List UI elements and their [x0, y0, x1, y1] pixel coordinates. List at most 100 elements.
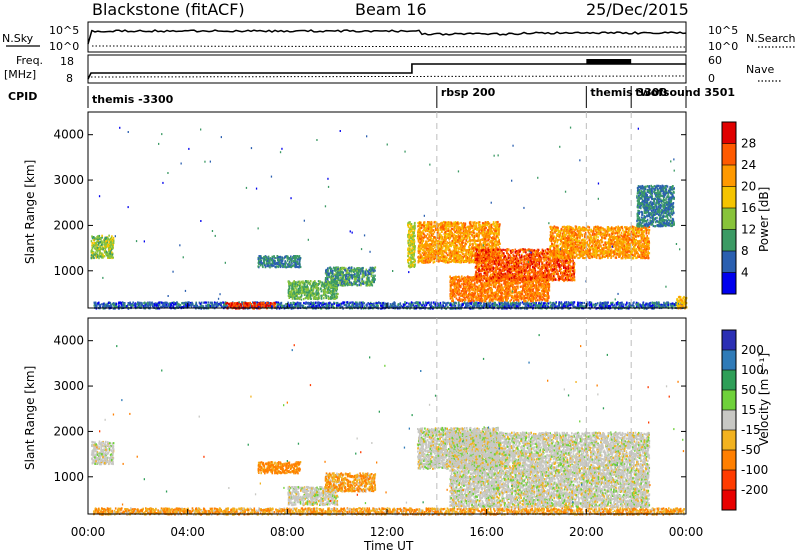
power-data-cell — [347, 301, 349, 303]
power-data-cell — [298, 290, 300, 292]
power-data-cell — [99, 304, 101, 306]
power-data-cell — [326, 305, 328, 307]
power-data-cell — [129, 303, 131, 305]
power-data-cell — [373, 303, 375, 305]
power-data-cell — [269, 266, 271, 268]
power-data-cell — [368, 269, 370, 271]
power-data-cell — [456, 302, 458, 304]
power-data-cell — [99, 251, 101, 253]
power-data-cell — [344, 269, 346, 271]
power-data-cell — [266, 304, 268, 306]
power-data-cell — [546, 303, 548, 305]
power-data-cell — [408, 231, 410, 233]
power-data-cell — [113, 302, 115, 304]
power-data-cell — [353, 281, 355, 283]
power-data-cell — [307, 302, 309, 304]
power-data-cell — [438, 303, 440, 305]
power-data-cell — [334, 303, 336, 305]
power-data-cell — [414, 228, 416, 230]
power-data-cell — [364, 282, 366, 284]
power-data-cell — [101, 252, 103, 254]
power-data-cell — [462, 303, 464, 305]
power-data-cell — [328, 292, 330, 294]
power-data-cell — [414, 225, 416, 227]
power-data-cell — [292, 298, 294, 300]
power-data-cell — [391, 305, 393, 307]
power-data-cell — [433, 233, 435, 235]
power-data-cell — [291, 290, 293, 292]
power-data-cell — [433, 301, 435, 303]
power-data-cell — [344, 267, 346, 269]
power-data-cell — [101, 244, 103, 246]
power-data-cell — [346, 283, 348, 285]
power-data-cell — [102, 242, 104, 244]
power-data-cell — [554, 305, 556, 307]
power-data-cell — [201, 305, 203, 307]
power-data-cell — [376, 304, 378, 306]
power-data-cell — [625, 304, 627, 306]
power-data-cell — [207, 301, 209, 303]
power-data-cell — [108, 241, 110, 243]
power-data-cell — [330, 292, 332, 294]
power-data-cell — [331, 268, 333, 270]
power-data-cell — [367, 302, 369, 304]
power-data-cell — [660, 305, 662, 307]
power-data-cell — [227, 302, 229, 304]
power-data-cell — [360, 273, 362, 275]
power-data-cell — [570, 304, 572, 306]
power-data-cell — [339, 281, 341, 283]
power-data-cell — [308, 296, 310, 298]
power-data-cell — [412, 264, 414, 266]
power-data-cell — [347, 269, 349, 271]
power-data-cell — [525, 302, 527, 304]
power-data-cell — [543, 302, 545, 304]
power-data-cell — [330, 296, 332, 298]
power-data-cell — [104, 303, 106, 305]
power-data-cell — [352, 303, 354, 305]
power-data-cell — [284, 256, 286, 258]
power-data-cell — [315, 293, 317, 295]
power-data-cell — [647, 305, 649, 307]
power-data-cell — [450, 303, 452, 305]
power-data-cell — [615, 306, 617, 308]
power-data-cell — [611, 303, 613, 305]
power-data-cell — [312, 292, 314, 294]
power-data-cell — [344, 304, 346, 306]
power-data-cell — [104, 244, 106, 246]
power-data-cell — [307, 288, 309, 290]
freq-block — [586, 59, 631, 64]
power-data-cell — [101, 235, 103, 237]
power-data-cell — [493, 221, 495, 223]
power-data-cell — [638, 302, 640, 304]
power-data-cell — [429, 304, 431, 306]
power-data-cell — [110, 242, 112, 244]
power-data-cell — [110, 302, 112, 304]
power-data-cell — [470, 303, 472, 305]
power-data-cell — [336, 281, 338, 283]
power-data-cell — [278, 265, 280, 267]
power-data-cell — [327, 281, 329, 283]
power-data-cell — [557, 305, 559, 307]
power-data-cell — [303, 302, 305, 304]
power-data-cell — [311, 285, 313, 287]
power-data-cell — [297, 305, 299, 307]
power-data-cell — [314, 280, 316, 282]
power-data-cell — [110, 240, 112, 242]
power-data-cell — [358, 278, 360, 280]
power-data-cell — [359, 280, 361, 282]
power-data-cell — [441, 222, 443, 224]
power-data-cell — [412, 304, 414, 306]
power-data-cell — [302, 282, 304, 284]
power-data-cell — [137, 303, 139, 305]
power-data-cell — [620, 303, 622, 305]
power-data-cell — [281, 260, 283, 262]
power-data-cell — [315, 291, 317, 293]
power-data-cell — [92, 252, 94, 254]
power-data-cell — [344, 281, 346, 283]
power-data-cell — [220, 303, 222, 305]
power-data-cell — [329, 267, 331, 269]
power-data-cell — [440, 260, 442, 262]
power-data-cell — [333, 290, 335, 292]
power-data-cell — [619, 305, 621, 307]
power-data-cell — [553, 302, 555, 304]
